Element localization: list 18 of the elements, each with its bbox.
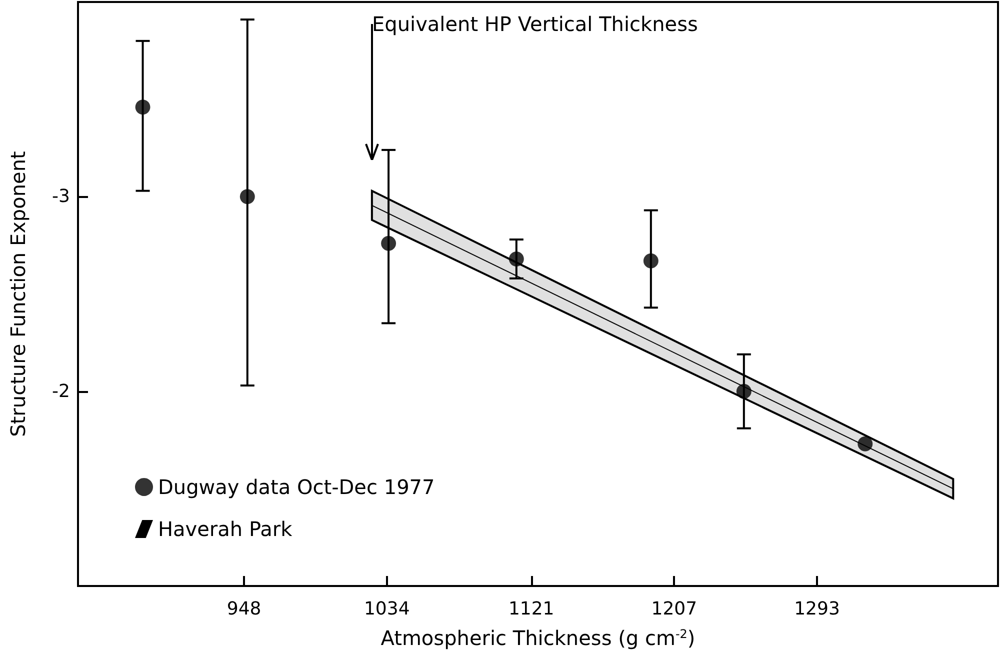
legend-label: Dugway data Oct-Dec 1977 [158,475,435,499]
point [240,189,255,204]
x-tick-label: 1034 [364,598,410,620]
annotation: Equivalent HP Vertical Thickness [372,12,698,36]
legend-label: Haverah Park [158,517,293,541]
point [736,384,752,399]
x-tick-label: 1207 [651,598,698,620]
point [643,253,658,268]
x-tick-label: 1121 [508,598,554,620]
x-tick-label: 948 [226,598,262,620]
x-tick-label: 1293 [794,598,840,620]
point [858,436,873,452]
y-axis-title: Structure Function Exponent [6,150,30,437]
y-tick-label: -2 [52,380,70,402]
y-tick-label: -3 [52,186,70,208]
point [135,100,150,115]
point [508,251,524,266]
point [381,236,396,251]
